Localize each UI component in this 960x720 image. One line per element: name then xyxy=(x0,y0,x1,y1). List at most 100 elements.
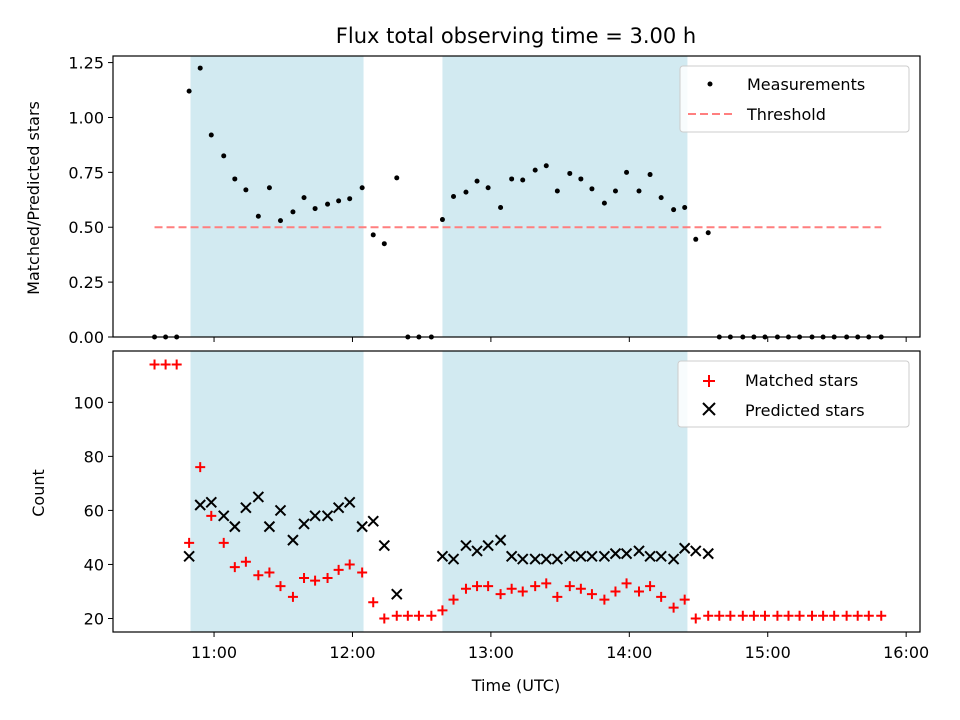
matched-stars-point xyxy=(634,586,645,597)
measurements-point xyxy=(221,153,227,159)
y-tick-label: 80 xyxy=(84,447,104,466)
measurements-point xyxy=(567,170,573,176)
measurements-point xyxy=(498,204,504,210)
predicted-stars-point xyxy=(517,553,529,565)
measurements-point xyxy=(381,241,387,247)
matched-stars-point xyxy=(656,591,667,602)
legend-top: Measurements Threshold xyxy=(679,65,910,133)
matched-stars-point xyxy=(495,589,506,600)
predicted-stars-point xyxy=(194,499,206,511)
matched-stars-point xyxy=(195,462,206,473)
x-tick-label: 14:00 xyxy=(606,643,652,662)
matched-stars-point xyxy=(841,610,852,621)
shaded-interval-1 xyxy=(442,56,688,337)
measurements-point xyxy=(232,176,238,182)
matched-stars-point xyxy=(299,572,310,583)
predicted-stars-point xyxy=(494,534,507,546)
predicted-stars-point xyxy=(551,553,564,565)
matched-stars-point xyxy=(218,537,229,548)
measurements-point xyxy=(509,176,515,182)
predicted-stars-point xyxy=(575,550,587,563)
y-tick-label: 1.25 xyxy=(68,54,104,73)
matched-stars-point xyxy=(460,583,471,594)
matched-stars-point xyxy=(794,610,805,621)
matched-stars-point xyxy=(737,610,748,621)
matched-stars-point xyxy=(552,591,563,602)
measurements-point xyxy=(277,218,283,224)
matched-stars-point xyxy=(184,537,195,548)
legend-measurements-label: Measurements xyxy=(747,75,865,94)
matched-stars-point xyxy=(264,567,275,578)
predicted-stars-point xyxy=(229,520,241,533)
chart-title: Flux total observing time = 3.00 h xyxy=(336,24,696,48)
matched-stars-point xyxy=(413,610,424,621)
matched-stars-point xyxy=(703,610,714,621)
predicted-stars-point xyxy=(620,547,633,560)
matched-stars-point xyxy=(448,594,459,605)
legend-bottom-frame xyxy=(677,360,910,428)
matched-stars-point xyxy=(402,610,413,621)
measurements-point xyxy=(543,163,549,169)
measurements-point xyxy=(197,65,203,71)
measurements-point xyxy=(589,186,595,192)
x-tick-label: 12:00 xyxy=(329,643,375,662)
measurements-point xyxy=(463,189,469,195)
matched-stars-point xyxy=(818,610,829,621)
matched-stars-point xyxy=(599,594,610,605)
x-tick-label: 11:00 xyxy=(191,643,237,662)
predicted-stars-point xyxy=(460,539,472,552)
matched-stars-point xyxy=(229,562,240,573)
matched-stars-point xyxy=(783,610,794,621)
predicted-stars-point xyxy=(633,545,645,557)
matched-stars-point xyxy=(149,359,160,370)
matched-stars-point xyxy=(645,581,656,592)
matched-stars-point xyxy=(357,567,368,578)
matched-stars-point xyxy=(714,610,725,621)
measurements-point xyxy=(532,167,538,173)
predicted-stars-point xyxy=(378,539,391,552)
legend-matched-label: Matched stars xyxy=(745,371,858,390)
matched-stars-point xyxy=(668,602,679,613)
predicted-stars-point xyxy=(321,510,334,522)
measurements-point xyxy=(705,230,711,236)
predicted-stars-point xyxy=(240,502,252,514)
y-tick-label: 0.00 xyxy=(68,328,104,347)
measurements-point xyxy=(554,188,560,194)
matched-stars-point xyxy=(379,613,390,624)
predicted-stars-point xyxy=(263,520,276,533)
measurements-point xyxy=(325,201,331,207)
measurements-point xyxy=(266,185,272,191)
measurements-point xyxy=(336,198,342,204)
predicted-stars-point xyxy=(274,504,287,517)
legend-predicted-label: Predicted stars xyxy=(745,401,865,420)
measurements-point xyxy=(624,169,630,175)
matched-stars-point xyxy=(863,610,874,621)
shaded-interval-0 xyxy=(190,351,364,632)
matched-stars-point xyxy=(541,578,552,589)
predicted-stars-point xyxy=(586,550,598,563)
matched-stars-point xyxy=(310,575,321,586)
y-tick-label: 0.50 xyxy=(68,218,104,237)
legend-threshold-label: Threshold xyxy=(746,105,826,124)
legend-top-frame xyxy=(679,65,910,133)
predicted-stars-point xyxy=(655,550,667,563)
predicted-stars-point xyxy=(482,539,494,552)
top-y-axis-label: Matched/Predicted stars xyxy=(24,101,43,295)
legend-bottom: Matched stars Predicted stars xyxy=(677,360,910,428)
y-tick-label: 100 xyxy=(73,393,104,412)
matched-stars-point xyxy=(506,583,517,594)
matched-stars-point xyxy=(610,586,621,597)
matched-stars-point xyxy=(575,583,586,594)
matched-stars-point xyxy=(391,610,402,621)
predicted-stars-point xyxy=(540,553,552,565)
predicted-stars-point xyxy=(367,515,379,527)
measurements-point xyxy=(601,200,607,206)
matched-stars-point xyxy=(564,581,575,592)
matched-stars-point xyxy=(426,610,437,621)
predicted-stars-point xyxy=(505,550,518,563)
measurements-point xyxy=(255,213,261,219)
predicted-stars-point xyxy=(644,550,656,563)
predicted-stars-point xyxy=(205,496,217,509)
predicted-stars-point xyxy=(667,553,680,565)
